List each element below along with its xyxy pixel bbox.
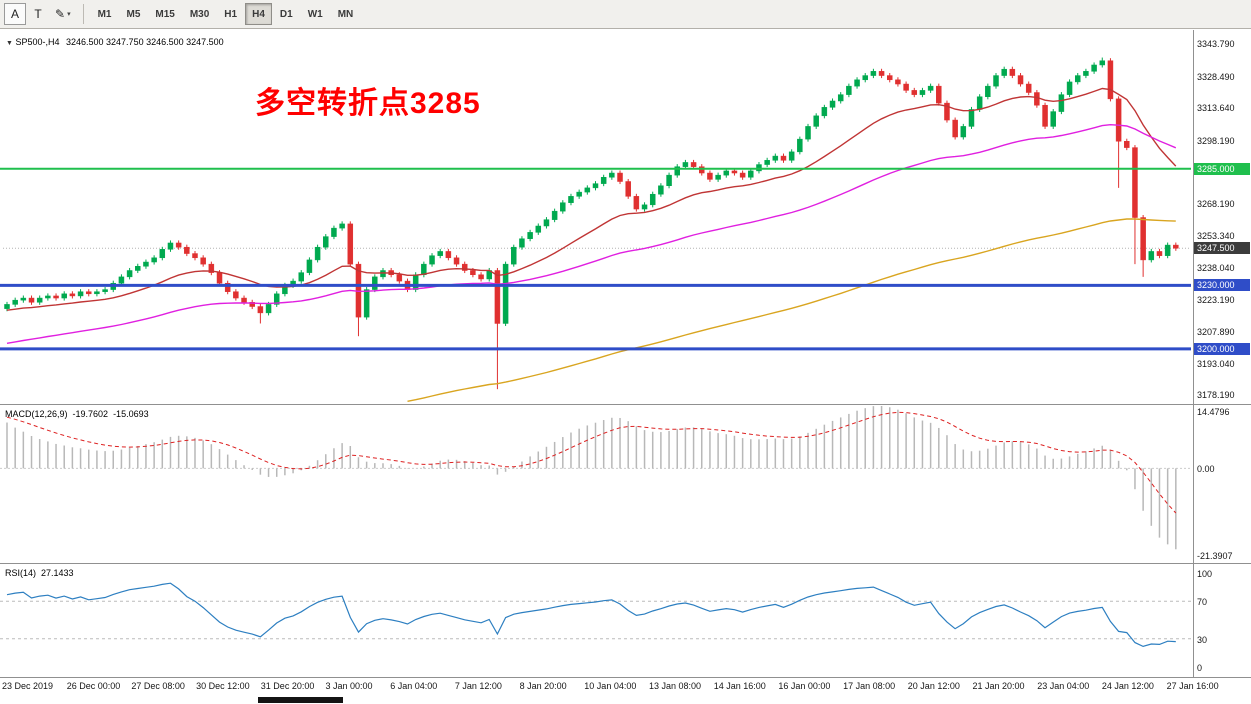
time-axis-label: 27 Dec 08:00 (131, 681, 185, 691)
time-axis-label: 27 Jan 16:00 (1166, 681, 1219, 691)
text-tool-button[interactable]: T (34, 7, 42, 21)
timeframe-button-m30[interactable]: M30 (189, 8, 210, 20)
time-axis-label: 7 Jan 12:00 (454, 681, 502, 691)
timeframe-button-m15[interactable]: M15 (155, 8, 175, 20)
macd-signal-line (6, 411, 1177, 514)
price-level-badge: 3200.000 (1194, 342, 1250, 355)
time-axis-label: 30 Dec 12:00 (196, 681, 250, 691)
time-axis-label: 10 Jan 04:00 (584, 681, 637, 691)
rsi-axis-label: 70 (1197, 597, 1208, 608)
symbol-period-label: SP500-,H4 (15, 37, 60, 47)
price-level-badge: 3285.000 (1194, 162, 1250, 175)
chevron-down-icon: ▾ (67, 11, 71, 18)
ma-line-60 (6, 123, 1177, 344)
price-axis-label: 3207.890 (1197, 327, 1235, 338)
rsi-axis-label: 0 (1197, 663, 1203, 673)
macd-axis-label: 14.4796 (1197, 407, 1230, 417)
macd-histogram (6, 406, 1177, 550)
macd-axis-label: 0.00 (1197, 464, 1215, 475)
time-axis-label: 14 Jan 16:00 (713, 681, 766, 691)
price-axis-label: 3238.040 (1197, 263, 1235, 274)
time-axis-label: 21 Jan 20:00 (972, 681, 1025, 691)
price-axis-label: 3193.040 (1197, 358, 1235, 369)
horizontal-scrollbar-thumb[interactable] (258, 697, 343, 703)
price-axis-label: 3223.190 (1197, 294, 1235, 305)
time-axis-label: 20 Jan 12:00 (907, 681, 960, 691)
time-axis-label: 23 Jan 04:00 (1037, 681, 1090, 691)
rsi-axis-label: 30 (1197, 634, 1208, 645)
chart-annotation-text[interactable]: 多空转折点3285 (255, 87, 481, 120)
timeframe-button-m1[interactable]: M1 (97, 8, 112, 20)
time-axis-label: 26 Dec 00:00 (66, 681, 121, 691)
collapse-triangle-icon[interactable]: ▼ (6, 40, 13, 47)
timeframe-group: M1 M5 M15 M30 H1 H4 D1 W1 MN (91, 3, 361, 25)
time-axis-label: 3 Jan 00:00 (325, 681, 373, 691)
toolbar: A T ✎ ▾ M1 M5 M15 M30 H1 H4 D1 W1 MN (0, 0, 1251, 29)
pencil-icon: ✎ (55, 7, 66, 21)
price-axis-label: 3328.490 (1197, 71, 1235, 82)
time-axis-label: 23 Dec 2019 (2, 681, 54, 691)
macd-name: MACD(12,26,9) (5, 409, 68, 419)
price-axis-label: 3298.190 (1197, 135, 1235, 146)
time-axis-label: 16 Jan 00:00 (778, 681, 831, 691)
timeframe-button-h1[interactable]: H1 (224, 8, 238, 20)
ma-line-150 (407, 218, 1176, 402)
price-level-badge: 3230.000 (1194, 279, 1250, 292)
current-price-badge: 3247.500 (1194, 242, 1250, 255)
macd-signal-value: -15.0693 (113, 409, 149, 419)
timeframe-button-m5[interactable]: M5 (126, 8, 141, 20)
toolbar-separator (82, 4, 84, 24)
cursor-tool-button[interactable]: A (4, 3, 26, 25)
time-axis-label: 6 Jan 04:00 (390, 681, 438, 691)
rsi-axis-label: 100 (1197, 569, 1213, 579)
price-axis-label: 3253.340 (1197, 230, 1235, 241)
ma-line-20 (6, 87, 1177, 311)
timeframe-button-h4[interactable]: H4 (245, 3, 272, 25)
macd-main-value: -19.7602 (72, 409, 109, 419)
time-axis-label: 31 Dec 20:00 (260, 681, 315, 691)
time-axis-label: 17 Jan 08:00 (843, 681, 896, 691)
time-axis-label: 13 Jan 08:00 (649, 681, 702, 691)
rsi-indicator-label: RSI(14) 27.1433 (5, 568, 79, 578)
rsi-line (6, 582, 1176, 648)
time-axis-label: 8 Jan 20:00 (519, 681, 567, 691)
rsi-value: 27.1433 (41, 568, 74, 578)
macd-axis-label: -21.3907 (1197, 551, 1233, 561)
timeframe-button-d1[interactable]: D1 (279, 8, 293, 20)
chart-header: ▼ SP500-,H4 3246.500 3247.750 3246.500 3… (6, 37, 224, 47)
price-axis-label: 3343.790 (1197, 39, 1235, 50)
timeframe-button-w1[interactable]: W1 (307, 8, 323, 20)
ohlc-values: 3246.500 3247.750 3246.500 3247.500 (66, 37, 224, 47)
price-axis-label: 3178.190 (1197, 390, 1235, 401)
candles-layer (4, 57, 1179, 390)
macd-indicator-label: MACD(12,26,9) -19.7602 -15.0693 (5, 409, 154, 419)
time-axis-label: 24 Jan 12:00 (1101, 681, 1154, 691)
timeframe-button-mn[interactable]: MN (337, 8, 354, 20)
price-axis-label: 3268.190 (1197, 199, 1235, 210)
rsi-name: RSI(14) (5, 568, 37, 578)
draw-tool-button[interactable]: ✎ ▾ (50, 3, 76, 25)
price-axis-label: 3313.640 (1197, 103, 1235, 114)
